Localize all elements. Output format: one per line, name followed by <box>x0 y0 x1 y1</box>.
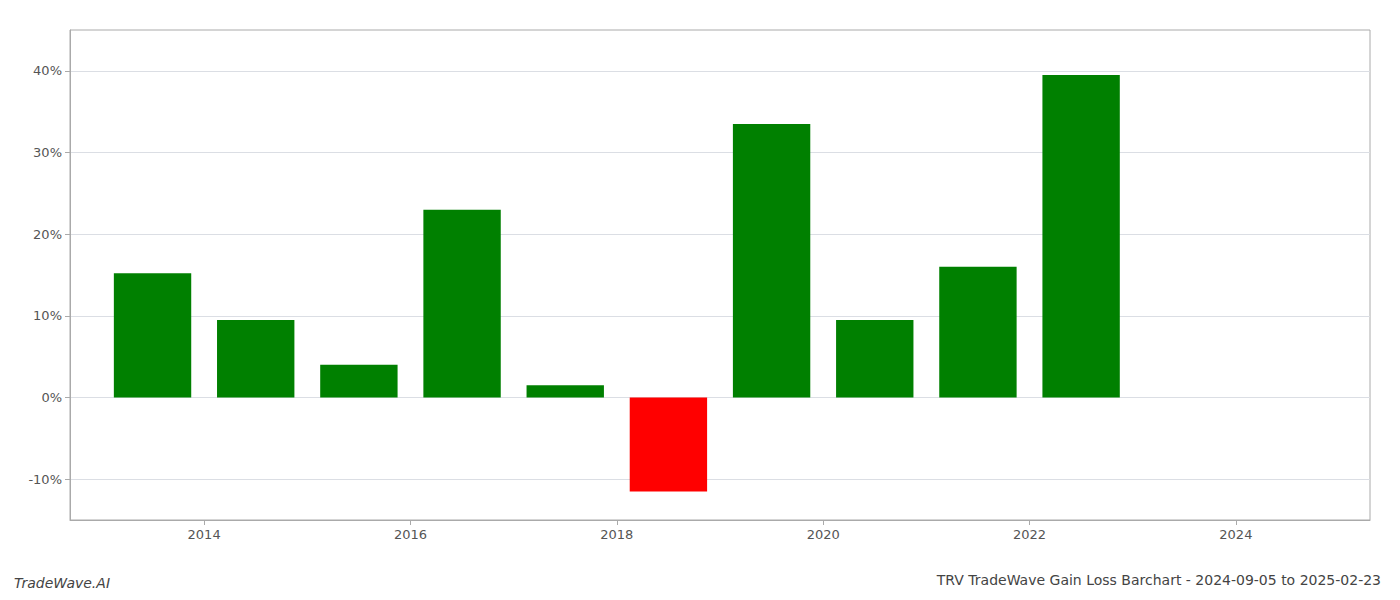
svg-text:TRV TradeWave Gain Loss Barcha: TRV TradeWave Gain Loss Barchart - 2024-… <box>936 572 1381 588</box>
svg-text:2018: 2018 <box>600 527 633 542</box>
svg-text:2024: 2024 <box>1219 527 1252 542</box>
svg-text:20%: 20% <box>33 227 62 242</box>
svg-text:2014: 2014 <box>188 527 221 542</box>
svg-text:30%: 30% <box>33 145 62 160</box>
svg-text:0%: 0% <box>41 390 62 405</box>
svg-text:2022: 2022 <box>1013 527 1046 542</box>
svg-text:10%: 10% <box>33 308 62 323</box>
svg-text:-10%: -10% <box>28 472 62 487</box>
svg-text:2016: 2016 <box>394 527 427 542</box>
svg-text:TradeWave.AI: TradeWave.AI <box>14 575 110 591</box>
svg-text:2020: 2020 <box>807 527 840 542</box>
svg-text:40%: 40% <box>33 63 62 78</box>
